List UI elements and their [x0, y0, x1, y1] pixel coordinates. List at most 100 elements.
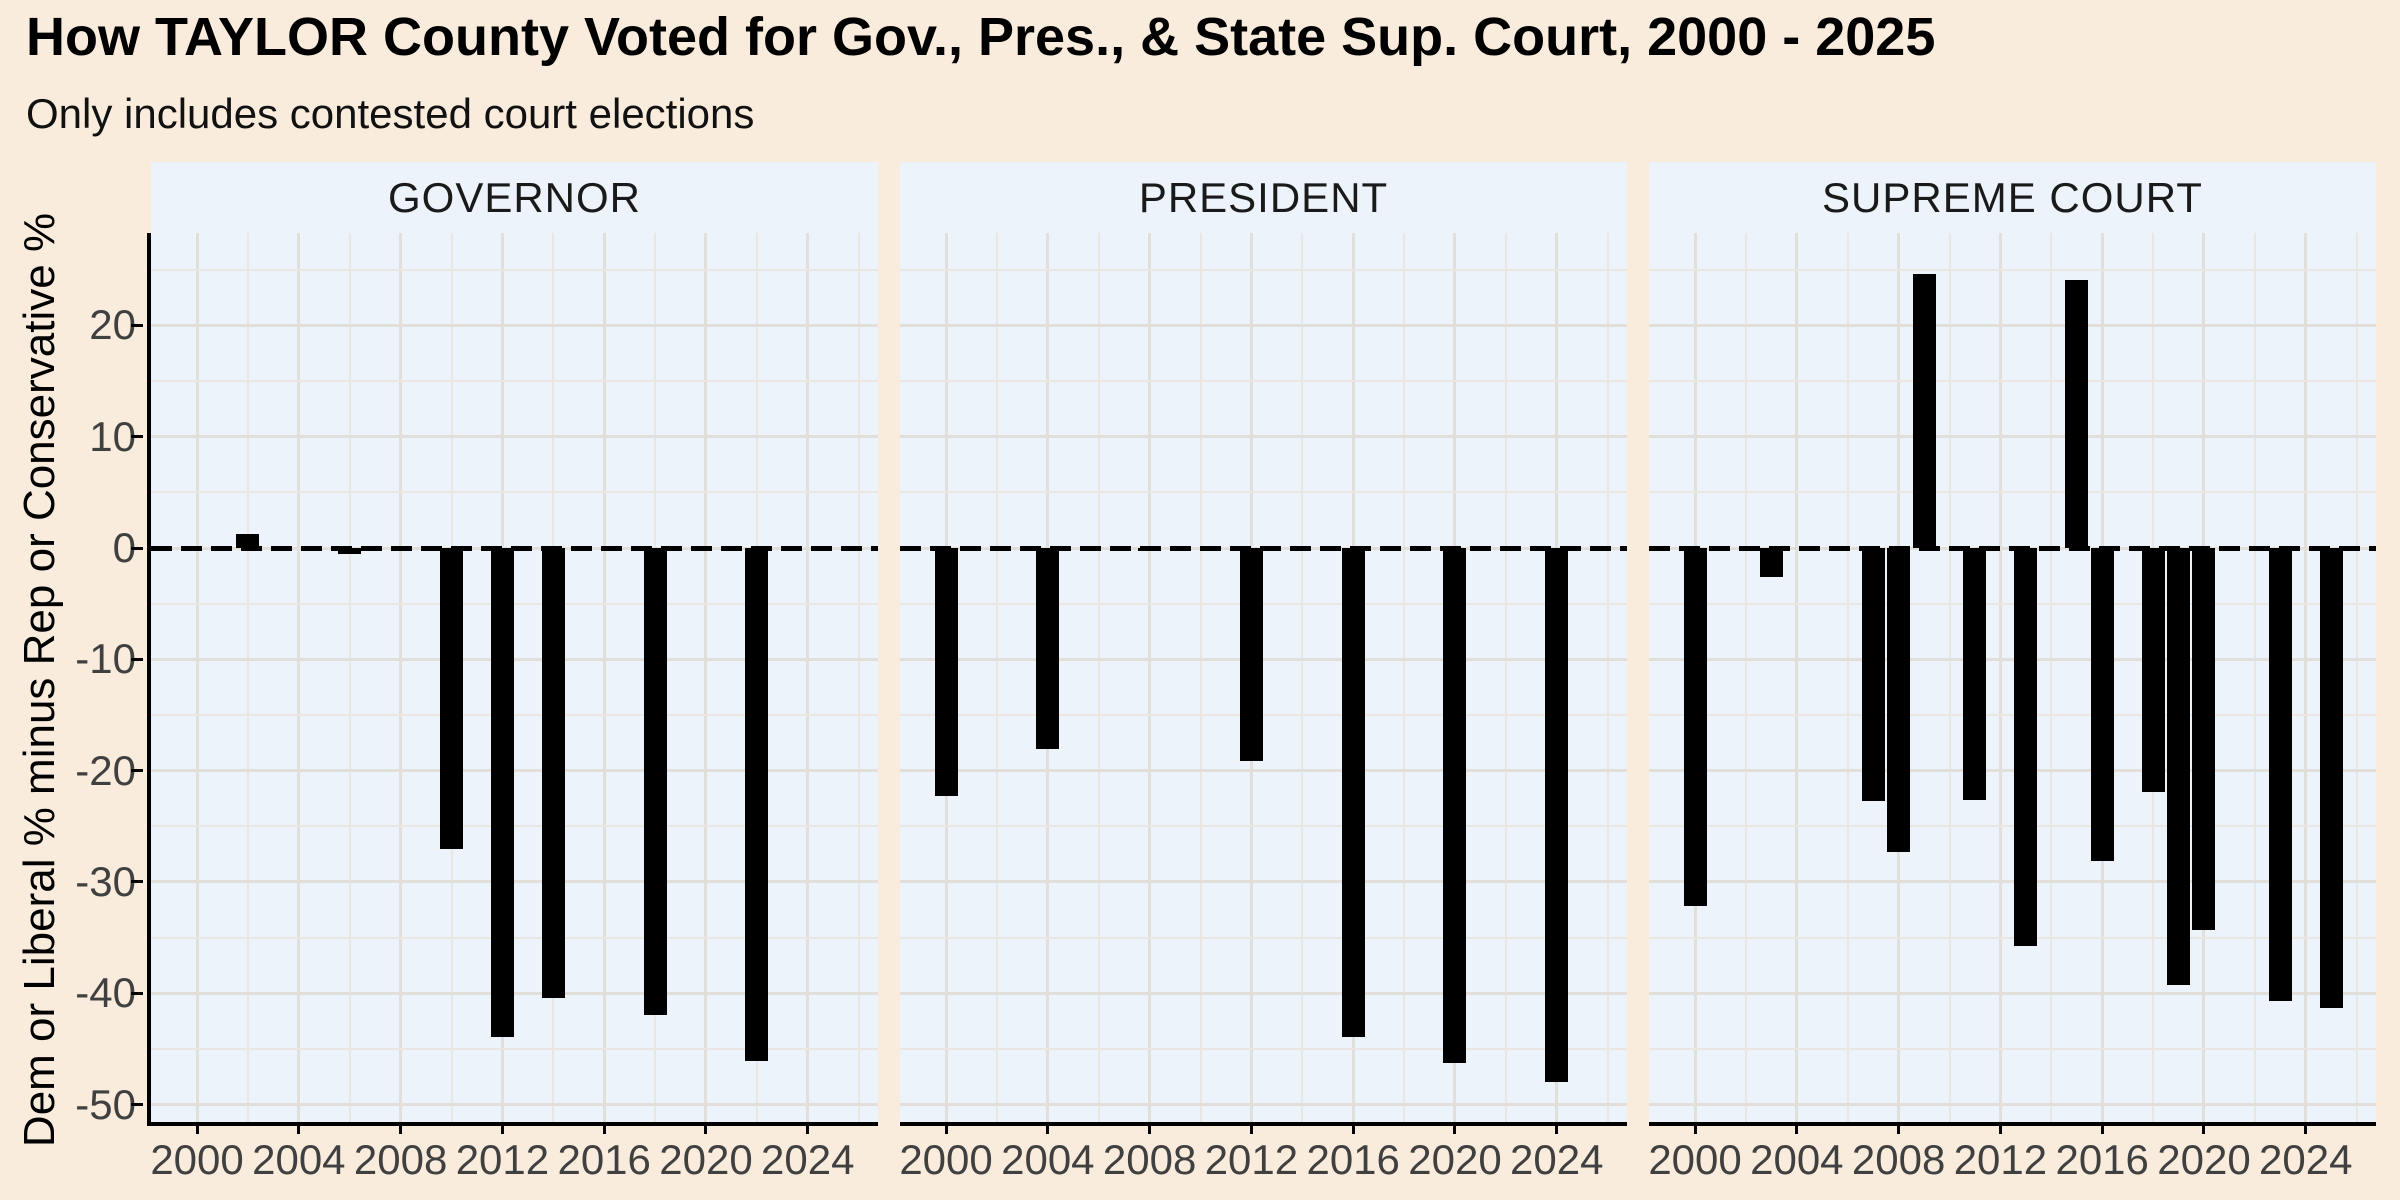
bar-supreme-court-2020	[2192, 548, 2216, 930]
x-tick-label-supreme-court-2016: 2016	[2055, 1136, 2149, 1183]
gridline-major-y--50	[151, 1103, 878, 1106]
x-tick-mark-governor-2004	[297, 1122, 301, 1134]
facet-strip-label-governor: GOVERNOR	[387, 173, 642, 221]
y-tick-label--20: -20	[75, 746, 136, 794]
x-tick-mark-president-2012	[1249, 1122, 1253, 1134]
gridline-major-x-2024	[806, 233, 810, 1122]
bar-supreme-court-2009	[1912, 274, 1936, 548]
gridline-major-y--30	[1649, 880, 2376, 884]
gridline-major-y--50	[900, 1103, 1627, 1106]
zero-reference-line	[151, 545, 878, 551]
y-tick-mark--40	[131, 991, 143, 995]
gridline-major-x-2024	[2304, 233, 2308, 1122]
x-tick-label-supreme-court-2008: 2008	[1851, 1136, 1946, 1183]
gridline-minor-y--35	[1649, 936, 2376, 939]
bar-supreme-court-2023	[2268, 548, 2292, 1001]
gridline-major-y--10	[1649, 657, 2376, 661]
bar-governor-2010	[440, 548, 464, 849]
gridline-minor-y--45	[900, 1047, 1627, 1050]
x-tick-label-president-2016: 2016	[1306, 1136, 1400, 1183]
gridline-minor-x-2002	[246, 233, 249, 1122]
gridline-minor-y--15	[900, 713, 1627, 716]
gridline-minor-x-2006	[348, 233, 351, 1122]
gridline-major-x-2008	[399, 233, 403, 1122]
x-tick-mark-governor-2008	[399, 1122, 403, 1134]
gridline-major-x-2004	[297, 233, 301, 1122]
gridline-major-y--40	[900, 991, 1627, 995]
gridline-major-x-2012	[1998, 233, 2002, 1122]
y-tick-label--40: -40	[75, 969, 136, 1017]
plot-area-supreme-court	[1649, 233, 2376, 1126]
bar-governor-2012	[490, 548, 514, 1037]
facet-strip-governor: GOVERNOR	[151, 162, 878, 233]
y-tick-label-20: 20	[89, 301, 136, 349]
x-tick-mark-supreme-court-2004	[1795, 1122, 1799, 1134]
x-tick-mark-president-2024	[1555, 1122, 1559, 1134]
bar-governor-2002	[236, 533, 260, 548]
gridline-minor-y--25	[1649, 825, 2376, 828]
x-tick-mark-president-2000	[944, 1122, 948, 1134]
facet-strip-label-president: PRESIDENT	[1138, 173, 1389, 221]
y-tick-mark--20	[131, 769, 143, 773]
panel-supreme-court: SUPREME COURT 2000 2004 2008 2012 2016 2020 202…	[1648, 162, 2376, 1183]
x-tick-mark-president-2016	[1351, 1122, 1355, 1134]
bar-president-2024	[1545, 548, 1569, 1083]
bar-supreme-court-2015	[2065, 279, 2089, 548]
gridline-minor-y-15	[1649, 380, 2376, 383]
chart-title: How TAYLOR County Voted for Gov., Pres.,…	[26, 7, 1936, 67]
gridline-minor-y-25	[1649, 268, 2376, 271]
gridline-major-y--40	[1649, 991, 2376, 995]
gridline-major-y-20	[900, 323, 1627, 327]
gridline-major-y--10	[151, 657, 878, 661]
gridline-minor-y--15	[1649, 713, 2376, 716]
zero-reference-line	[1649, 545, 2376, 551]
bar-supreme-court-2013	[2014, 548, 2038, 947]
gridline-major-x-2004	[1795, 233, 1799, 1122]
gridline-minor-x-2002	[995, 233, 998, 1122]
gridline-minor-y--35	[900, 936, 1627, 939]
x-tick-label-governor-2012: 2012	[455, 1136, 550, 1183]
y-tick-label--50: -50	[75, 1080, 136, 1128]
gridline-minor-x-2014	[1301, 233, 1304, 1122]
y-tick-label-0: 0	[112, 524, 136, 571]
x-tick-label-supreme-court-2024: 2024	[2259, 1136, 2353, 1183]
gridline-minor-x-2006	[1097, 233, 1100, 1122]
bar-supreme-court-2025	[2319, 548, 2343, 1008]
y-tick-label--30: -30	[75, 857, 136, 905]
y-tick-mark--10	[131, 657, 143, 661]
gridline-major-y--20	[151, 769, 878, 773]
x-tick-mark-governor-2012	[500, 1122, 504, 1134]
gridline-major-y--10	[900, 657, 1627, 661]
x-tick-mark-president-2020	[1453, 1122, 1457, 1134]
gridline-major-x-2008	[1148, 233, 1152, 1122]
plot-area-governor	[131, 233, 878, 1126]
x-tick-label-president-2000: 2000	[899, 1136, 993, 1183]
gridline-minor-x-2010	[1948, 233, 1951, 1122]
gridline-major-y-20	[151, 323, 878, 327]
gridline-minor-y--5	[151, 602, 878, 605]
bar-supreme-court-2011	[1963, 548, 1987, 800]
gridline-major-y--40	[151, 991, 878, 995]
bar-president-2016	[1341, 548, 1365, 1037]
bar-governor-2022	[745, 548, 769, 1062]
y-tick-label-10: 10	[89, 412, 136, 460]
gridline-minor-y--35	[151, 936, 878, 939]
y-tick-mark--50	[131, 1103, 143, 1106]
gridline-major-x-2000	[195, 233, 199, 1122]
x-tick-label-governor-2000: 2000	[150, 1136, 244, 1183]
x-tick-mark-supreme-court-2024	[2304, 1122, 2308, 1134]
x-tick-mark-governor-2000	[195, 1122, 199, 1134]
bar-governor-2006	[338, 548, 362, 554]
gridline-major-x-2016	[602, 233, 606, 1122]
gridline-major-x-2020	[704, 233, 708, 1122]
x-tick-label-president-2008: 2008	[1102, 1136, 1197, 1183]
bar-governor-2018	[643, 548, 667, 1016]
x-tick-label-president-2020: 2020	[1408, 1136, 1502, 1183]
y-tick-mark-20	[131, 323, 143, 327]
plot-area-president	[900, 233, 1627, 1126]
bar-supreme-court-2016	[2090, 548, 2114, 861]
gridline-minor-y-25	[900, 268, 1627, 271]
gridline-major-y-10	[1649, 435, 2376, 439]
gridline-minor-x-2014	[2050, 233, 2053, 1122]
bar-supreme-court-2019	[2167, 548, 2191, 986]
